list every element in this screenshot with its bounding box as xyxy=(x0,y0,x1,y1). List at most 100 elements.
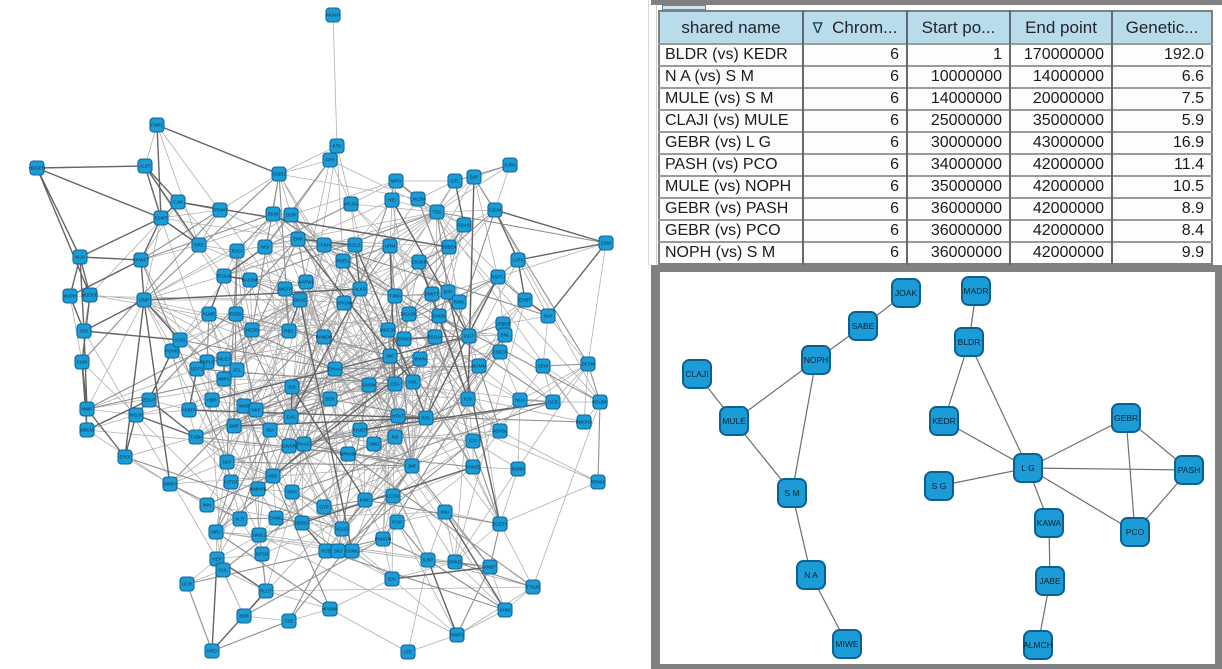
svg-text:HBDOJ: HBDOJ xyxy=(294,521,309,526)
svg-text:ENGN: ENGN xyxy=(432,314,445,319)
svg-text:OUL: OUL xyxy=(218,568,228,573)
svg-text:HOL: HOL xyxy=(408,380,418,385)
svg-text:RLCT: RLCT xyxy=(260,589,272,594)
svg-text:RSPTJ: RSPTJ xyxy=(491,275,505,280)
svg-text:KLME: KLME xyxy=(203,312,215,317)
svg-text:BJP: BJP xyxy=(470,175,478,180)
svg-text:DPKG: DPKG xyxy=(449,560,462,565)
svg-text:EROI: EROI xyxy=(119,455,130,460)
svg-text:NJI: NJI xyxy=(392,435,399,440)
svg-text:CSBCP: CSBCP xyxy=(492,350,508,355)
svg-text:KSLE: KSLE xyxy=(349,243,361,248)
svg-text:HBR: HBR xyxy=(207,398,217,403)
svg-text:BACBW: BACBW xyxy=(242,278,259,283)
svg-text:GCD: GCD xyxy=(548,400,559,405)
svg-text:SKP: SKP xyxy=(543,314,552,319)
svg-text:PKH: PKH xyxy=(287,490,296,495)
svg-text:TSE: TSE xyxy=(285,619,294,624)
svg-text:PWPO: PWPO xyxy=(450,633,464,638)
svg-text:HEDB: HEDB xyxy=(246,328,259,333)
svg-text:PAAS: PAAS xyxy=(298,442,310,447)
svg-text:NUA: NUA xyxy=(515,398,525,403)
svg-text:UWU: UWU xyxy=(369,442,380,447)
svg-text:WJU: WJU xyxy=(75,255,85,260)
svg-text:WJPH: WJPH xyxy=(64,294,77,299)
svg-text:MRO: MRO xyxy=(391,179,402,184)
svg-text:KTK: KTK xyxy=(333,144,342,149)
svg-text:IJDTS: IJDTS xyxy=(191,367,204,372)
svg-text:KRO: KRO xyxy=(207,649,217,654)
svg-text:ILRP: ILRP xyxy=(423,558,433,563)
svg-text:JBA: JBA xyxy=(266,428,274,433)
svg-text:REMHI: REMHI xyxy=(591,480,606,485)
svg-text:NEI: NEI xyxy=(388,198,396,203)
svg-text:KHJER: KHJER xyxy=(353,428,369,433)
svg-text:HPSWK: HPSWK xyxy=(322,607,339,612)
svg-text:BCGTS: BCGTS xyxy=(492,522,508,527)
svg-text:SKJ: SKJ xyxy=(334,549,342,554)
svg-text:WPJSA: WPJSA xyxy=(343,202,359,207)
svg-text:OSIUU: OSIUU xyxy=(457,223,471,228)
svg-text:PJPA: PJPA xyxy=(505,163,516,168)
svg-text:WMNRK: WMNRK xyxy=(249,487,267,492)
svg-text:MULE: MULE xyxy=(722,416,746,426)
svg-text:FPR: FPR xyxy=(326,158,336,163)
svg-text:HJJG: HJJG xyxy=(174,338,186,343)
svg-text:EAS: EAS xyxy=(286,415,295,420)
svg-text:SPFSW: SPFSW xyxy=(336,301,353,306)
svg-text:L G: L G xyxy=(1021,463,1034,473)
svg-text:ALST: ALST xyxy=(139,164,151,169)
svg-text:N A: N A xyxy=(804,570,818,580)
svg-text:AGGD: AGGD xyxy=(335,527,349,532)
svg-text:MADR: MADR xyxy=(963,286,988,296)
svg-text:OWIFA: OWIFA xyxy=(163,482,178,487)
svg-text:ONP: ONP xyxy=(139,298,149,303)
svg-text:PGHIS: PGHIS xyxy=(165,349,179,354)
svg-text:RBC: RBC xyxy=(284,329,294,334)
svg-text:GKUE: GKUE xyxy=(294,298,307,303)
svg-text:OWSR: OWSR xyxy=(282,444,297,449)
svg-text:CRWFT: CRWFT xyxy=(133,258,149,263)
svg-text:PHUGM: PHUGM xyxy=(375,537,392,542)
svg-text:BSR: BSR xyxy=(239,614,249,619)
svg-text:LFE: LFE xyxy=(404,650,412,655)
svg-text:S G: S G xyxy=(932,481,947,491)
svg-text:JNF: JNF xyxy=(386,354,394,359)
svg-text:ROB: ROB xyxy=(321,549,331,554)
svg-text:WWN: WWN xyxy=(414,357,426,362)
svg-text:SEW: SEW xyxy=(538,364,549,369)
svg-text:SIS: SIS xyxy=(288,385,295,390)
svg-text:MOMM: MOMM xyxy=(472,364,487,369)
svg-text:PCO: PCO xyxy=(1126,527,1145,537)
svg-text:BMOHS: BMOHS xyxy=(576,420,593,425)
svg-text:TUDK: TUDK xyxy=(190,435,202,440)
svg-text:KJTGF: KJTGF xyxy=(224,480,239,485)
svg-text:OSWL: OSWL xyxy=(345,549,359,554)
svg-text:PRNNT: PRNNT xyxy=(212,208,228,213)
svg-text:EDM: EDM xyxy=(601,241,611,246)
svg-text:PIWTT: PIWTT xyxy=(425,292,439,297)
svg-text:BER: BER xyxy=(325,397,335,402)
svg-text:JCL: JCL xyxy=(233,368,241,373)
svg-text:JMF: JMF xyxy=(408,464,417,469)
svg-text:MUNH: MUNH xyxy=(326,13,340,18)
svg-text:NSPBL: NSPBL xyxy=(493,429,508,434)
svg-text:ALKD: ALKD xyxy=(354,287,367,292)
svg-text:OSEU: OSEU xyxy=(273,172,286,177)
svg-text:WHB: WHB xyxy=(239,404,250,409)
svg-text:PGK: PGK xyxy=(392,520,402,525)
svg-text:DKF: DKF xyxy=(223,460,232,465)
svg-text:IGD: IGD xyxy=(464,397,473,402)
svg-text:GTL: GTL xyxy=(451,179,460,184)
svg-text:JABE: JABE xyxy=(1039,576,1061,586)
svg-text:URM: URM xyxy=(385,244,395,249)
svg-text:HDGEH: HDGEH xyxy=(29,166,45,171)
svg-text:WAPWS: WAPWS xyxy=(297,280,314,285)
svg-text:NKP: NKP xyxy=(251,408,260,413)
svg-text:ALMCH: ALMCH xyxy=(1023,640,1053,650)
svg-text:KEDR: KEDR xyxy=(932,416,956,426)
svg-text:MRJ: MRJ xyxy=(211,530,220,535)
svg-text:UCR: UCR xyxy=(182,582,192,587)
svg-text:ESWT: ESWT xyxy=(155,216,168,221)
svg-text:MJOCB: MJOCB xyxy=(82,293,98,298)
